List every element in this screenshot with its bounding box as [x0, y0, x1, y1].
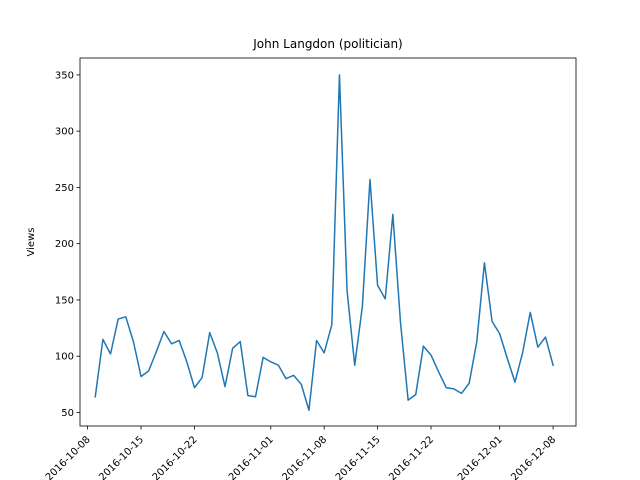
y-tick-label: 350: [55, 70, 74, 81]
plot-frame: [79, 57, 577, 427]
y-tick-label: 200: [55, 239, 74, 250]
y-tick-label: 300: [55, 127, 74, 138]
y-tick-label: 100: [55, 352, 74, 363]
y-tick-label: 50: [61, 408, 74, 419]
series-line: [94, 74, 555, 411]
y-tick-label: 250: [55, 183, 74, 194]
chart-title: John Langdon (politician): [252, 37, 402, 51]
y-axis-label: Views: [26, 228, 37, 257]
y-tick-label: 150: [55, 295, 74, 306]
